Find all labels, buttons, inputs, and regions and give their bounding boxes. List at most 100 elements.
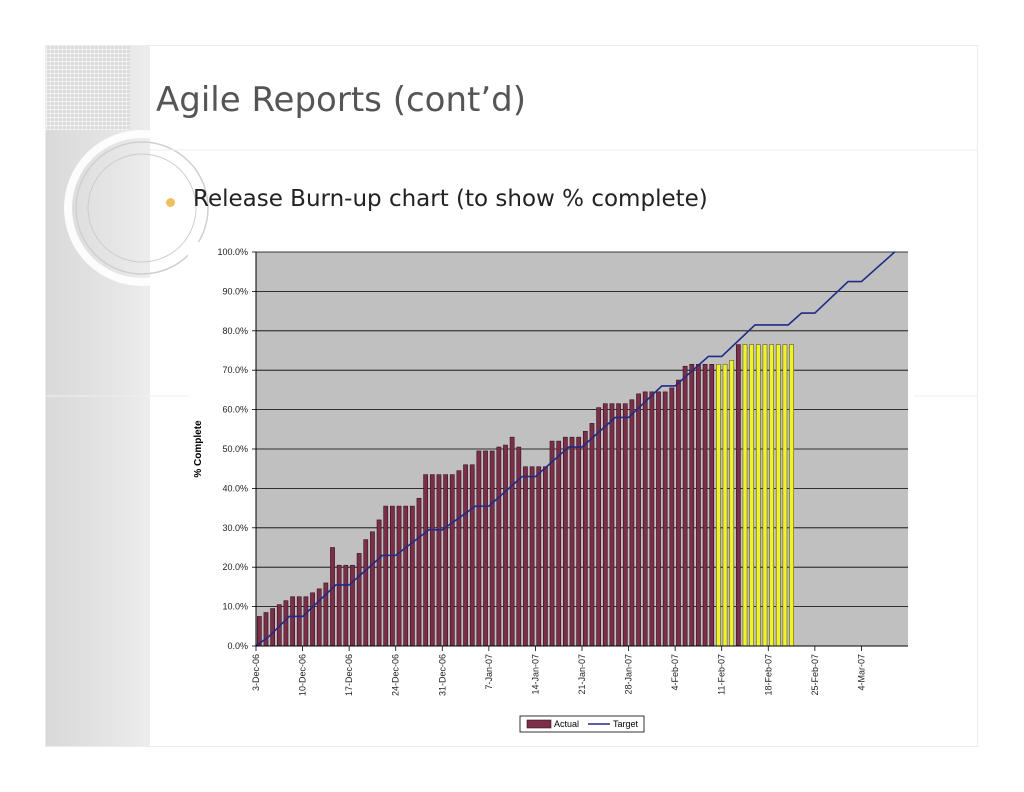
actual-bar [496, 446, 502, 647]
y-tick-label: 10.0% [222, 602, 248, 612]
actual-bar [529, 466, 535, 647]
bullet-text: Release Burn-up chart (to show % complet… [193, 186, 708, 212]
actual-bar [709, 363, 715, 647]
actual-bar [436, 474, 442, 647]
x-tick-label: 7-Jan-07 [484, 654, 494, 690]
actual-bar [516, 446, 522, 647]
x-tick-label: 10-Dec-06 [298, 654, 308, 696]
actual-bar [310, 592, 315, 647]
projected-bar [762, 344, 768, 647]
bullet-point-icon [166, 198, 175, 207]
projected-bar [716, 363, 721, 647]
actual-bar [509, 436, 515, 647]
projected-bar [789, 344, 794, 647]
actual-bar [350, 564, 355, 647]
y-tick-label: 70.0% [222, 365, 248, 375]
projected-bar [722, 363, 728, 647]
projected-bar [742, 344, 748, 647]
projected-bar [769, 344, 774, 647]
actual-bar [582, 430, 588, 647]
x-tick-label: 24-Dec-06 [391, 654, 401, 696]
y-tick-label: 80.0% [222, 326, 248, 336]
y-tick-label: 90.0% [222, 286, 248, 296]
actual-bar [576, 436, 582, 647]
actual-bar [383, 505, 389, 647]
y-tick-label: 30.0% [222, 523, 248, 533]
y-tick-label: 0.0% [227, 641, 248, 651]
legend: Actual Target [519, 715, 645, 733]
actual-bar [543, 466, 548, 647]
actual-bar [270, 608, 275, 647]
legend-actual-swatch [526, 719, 552, 729]
decor-ring-inner [75, 141, 209, 275]
actual-bar [676, 379, 681, 647]
actual-bar [629, 399, 635, 647]
x-tick-label: 14-Jan-07 [530, 654, 540, 695]
actual-bar [602, 403, 608, 647]
x-tick-label: 4-Feb-07 [670, 654, 680, 691]
x-tick-label: 31-Dec-06 [437, 654, 447, 696]
decor-ring-second [87, 153, 197, 263]
actual-bar [423, 474, 429, 647]
actual-bar [283, 600, 289, 647]
actual-bar [649, 391, 655, 647]
actual-bar [589, 423, 595, 647]
axes: 0.0% 10.0% 20.0% 30.0% 40.0% 50.0% 60.0% 70.0% 8… [217, 247, 908, 696]
y-tick-label: 100.0% [217, 247, 248, 257]
projected-bar [729, 360, 735, 647]
actual-bar [363, 539, 369, 647]
actual-bar [689, 363, 695, 647]
y-tick-label: 20.0% [222, 562, 248, 572]
actual-bar [409, 505, 415, 647]
legend-actual-label: Actual [554, 719, 579, 729]
decor-ring-outer [64, 130, 220, 286]
actual-bar [556, 440, 562, 647]
actual-bar [636, 393, 641, 647]
actual-bar [682, 365, 688, 647]
projected-bar [782, 344, 788, 647]
actual-bar [609, 403, 615, 647]
actual-bar [303, 596, 309, 647]
x-tick-label: 21-Jan-07 [577, 654, 587, 695]
actual-bar [370, 531, 375, 647]
actual-bar [476, 450, 482, 647]
x-tick-label: 25-Feb-07 [810, 654, 820, 696]
actual-bar [463, 464, 468, 647]
projected-bar [749, 344, 755, 647]
actual-bar [456, 470, 462, 647]
actual-bar [403, 505, 409, 647]
actual-bar [489, 450, 495, 647]
x-tick-label: 17-Dec-06 [344, 654, 354, 696]
actual-bar [696, 363, 701, 647]
x-tick-label: 3-Dec-06 [251, 654, 261, 691]
actual-bar [416, 497, 422, 647]
y-axis-label: % Complete [193, 420, 204, 478]
actual-bar [396, 505, 402, 647]
actual-bar [469, 464, 475, 647]
actual-bar [336, 564, 342, 647]
actual-bar [429, 474, 435, 647]
actual-bar [549, 440, 555, 647]
actual-bar [642, 391, 648, 647]
actual-bar [702, 363, 708, 647]
actual-bar [290, 596, 295, 647]
actual-bar [263, 612, 269, 647]
actual-bar [503, 444, 508, 647]
legend-target-label: Target [613, 719, 639, 729]
actual-bar [669, 387, 675, 647]
actual-bar [656, 391, 661, 647]
actual-bar [622, 403, 628, 647]
slide-title: Agile Reports (cont’d) [156, 80, 526, 120]
y-tick-label: 50.0% [222, 444, 248, 454]
target-line-group [255, 251, 896, 647]
actual-bar [296, 596, 302, 647]
actual-bar [356, 553, 362, 647]
actual-bar [523, 466, 528, 647]
projected-bar [755, 344, 761, 647]
target-line [255, 251, 896, 647]
actual-bar [443, 474, 448, 647]
x-tick-label: 28-Jan-07 [624, 654, 634, 695]
actual-bar [449, 474, 455, 647]
actual-bar [569, 436, 575, 647]
